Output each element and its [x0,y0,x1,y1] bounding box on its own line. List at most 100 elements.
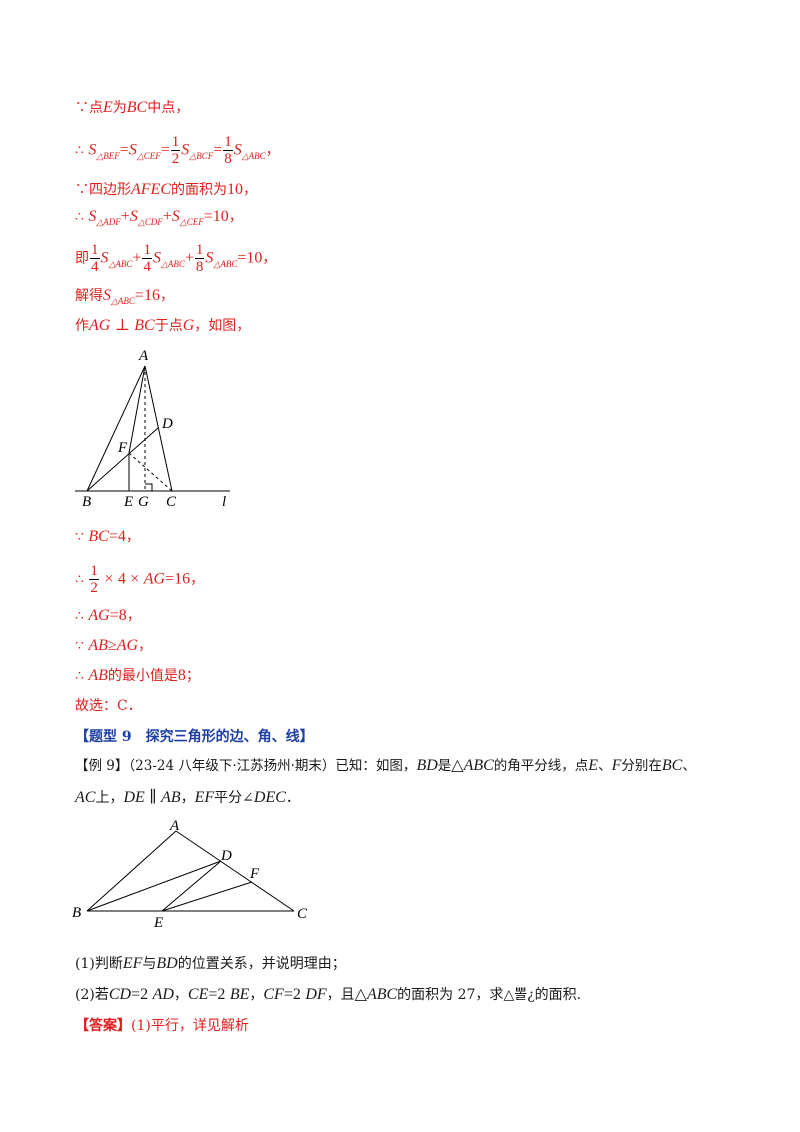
text: ， [262,250,277,267]
therefore-symbol: ∴ [75,142,84,159]
numerator: 1 [89,563,99,580]
text: 、 [598,758,612,774]
text: 作 [75,318,89,334]
label-E: E [153,915,163,931]
proof-line-3: ∵四边形AFEC的面积为10， [75,180,257,200]
math-AB: AB [88,667,108,684]
text: ． [285,790,300,806]
value: 8 [118,607,127,624]
subscript: △ABC [160,258,185,269]
math-G: G [182,317,195,334]
denominator: 8 [224,151,232,167]
equals: = [237,249,247,267]
proof-line-2: ∴ S△BEF=S△CEF= 1 2 S△BCF= 1 8 S△ABC， [75,134,280,167]
math-BD: BD [156,955,178,972]
math-BE: BE [229,986,250,1003]
segment-AB [86,365,146,492]
text: ， [159,288,174,304]
figure-triangle-altitude: A D F B E G C l [75,348,230,510]
subscript: △CEF [136,150,161,161]
perpendicular-symbol: ⊥ [114,317,130,334]
times: × [104,570,114,588]
value: 2 [140,986,149,1003]
denominator: 2 [90,580,98,596]
equals: = [109,607,119,624]
plus: + [120,208,130,225]
answer-label: 【答案】 [75,1018,131,1034]
proof-line-8: ∵ BC=4， [75,527,140,547]
proof-line-5: 即 1 4 S△ABC+ 1 4 S△ABC+ 1 8 S△ABC=10， [75,242,276,275]
subscript: △ABC [213,258,238,269]
math-S: S [128,141,137,159]
text: 于点 [154,318,183,334]
math-AFEC: AFEC [131,181,171,198]
example-line-2: AC上，DE ∥ AB，EF平分∠DEC． [75,788,300,808]
therefore-symbol: ∴ [75,608,84,624]
plus: + [132,249,142,267]
text: 是 [437,758,452,774]
subscript: △ABC [111,296,135,306]
text: ， [180,790,195,806]
math-AG: AG [143,570,166,588]
segment-DE [161,860,222,912]
therefore-symbol: ∴ [75,209,84,225]
figure-triangle-bisector: A D F B E C [72,818,308,931]
segment-EF [161,881,253,912]
equals: = [165,570,175,588]
label-E: E [123,494,133,510]
because-symbol: ∵ [75,529,84,545]
proof-line-11: ∵ AB≥AG， [75,636,152,656]
segment-BD [86,427,159,492]
example-label: 【例 9】 [75,758,129,774]
subscript: △CDF [137,217,163,227]
segment-AC [144,365,173,492]
label-C: C [297,906,308,922]
math-E: E [103,99,113,116]
numerator: 1 [223,134,233,151]
text: ，如图， [194,318,251,334]
text: 的角平分线，点 [493,758,589,774]
math-S: S [100,249,109,267]
math-CD: CD [108,986,132,1003]
label-F: F [117,440,128,456]
question-1: (1)判断EF与BD的位置关系，并说明理由； [75,954,346,974]
text: ， [190,571,205,588]
text: 、 [682,758,696,774]
value: 10 [227,181,243,198]
equals: = [203,208,213,225]
numerator: 1 [90,242,100,259]
text: ∵点 [75,100,103,116]
numerator: 1 [194,242,205,259]
text: 分别在 [621,758,662,774]
example-line-1: 【例 9】（23-24 八年级下·江苏扬州·期末）已知：如图，BD是△ABC的角… [75,756,696,776]
segment-BD [86,860,222,912]
value: 2 [217,986,226,1003]
text: ， [249,987,264,1003]
equals: = [119,141,129,159]
math-AD: AD [152,986,174,1003]
segment-AC [175,830,295,912]
value: 10 [212,208,229,225]
math-AG: AG [88,607,110,624]
numerator: 1 [142,242,152,259]
value: 8 [177,667,186,684]
math-DEC: DEC [253,789,286,806]
label-D: D [220,848,232,864]
label-l: l [222,494,226,510]
math-ABC: △ABC [451,757,494,774]
math-EF: EF [122,955,143,972]
math-EF: EF [194,789,215,806]
math-S: S [88,141,97,159]
math-AG: AG [116,637,139,654]
label-D: D [161,416,173,432]
proof-line-13: 故选：C． [75,696,142,716]
therefore-symbol: ∴ [75,571,84,588]
subscript: △ABC [108,258,133,269]
math-S: S [129,208,138,225]
value: 10 [246,249,263,267]
plus: + [162,208,172,225]
